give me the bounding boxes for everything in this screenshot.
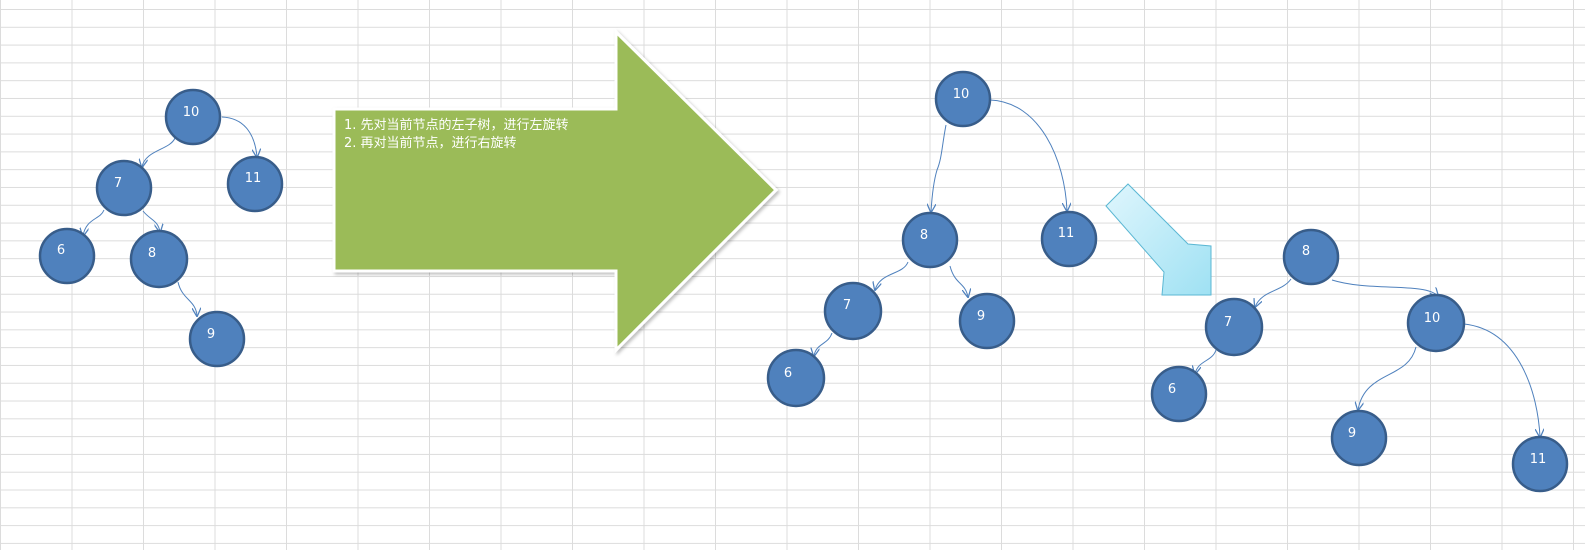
edge-8-9 xyxy=(177,281,197,316)
instruction-line-1: 1. 先对当前节点的左子树，进行左旋转 xyxy=(344,117,569,133)
edge-7-8 xyxy=(142,210,160,232)
tree1-node: 6 xyxy=(38,227,96,285)
svg-text:9: 9 xyxy=(1348,426,1356,441)
instruction-line-2: 2. 再对当前节点，进行右旋转 xyxy=(344,135,517,151)
big-green-arrow xyxy=(332,28,779,354)
svg-text:7: 7 xyxy=(114,176,122,191)
svg-text:11: 11 xyxy=(1530,452,1547,467)
edge-7-6 xyxy=(1195,349,1217,374)
svg-text:11: 11 xyxy=(1058,226,1075,241)
green-arrow-shape xyxy=(332,28,779,354)
edge-8-7 xyxy=(875,261,909,290)
tree3-node: 6 xyxy=(1150,365,1208,423)
edge-7-6 xyxy=(814,332,833,356)
svg-text:10: 10 xyxy=(183,105,200,120)
tree3-node: 10 xyxy=(1406,293,1466,353)
edge-7-6 xyxy=(83,209,105,236)
tree-after-left-rotation: 10 8 11 7 9 6 xyxy=(766,70,1098,408)
edge-10-9 xyxy=(1358,346,1417,410)
svg-text:11: 11 xyxy=(245,171,262,186)
edge-8-9 xyxy=(949,265,968,297)
tree2-node: 8 xyxy=(901,211,959,269)
tree-after-right-rotation: 8 7 10 6 9 11 xyxy=(1150,228,1569,493)
edge-8-7 xyxy=(1255,278,1292,307)
edge-10-11 xyxy=(989,99,1067,211)
cyan-arrow-shape xyxy=(1105,183,1212,296)
svg-text:8: 8 xyxy=(148,246,156,261)
edge-10-11 xyxy=(221,116,257,157)
tree2-node: 10 xyxy=(934,70,992,128)
tree3-node: 8 xyxy=(1282,228,1340,286)
tree1-node: 7 xyxy=(95,159,153,217)
svg-text:7: 7 xyxy=(1224,315,1232,330)
tree1-node: 8 xyxy=(129,229,189,289)
edge-10-7 xyxy=(142,137,176,167)
tree3-node: 11 xyxy=(1511,435,1569,493)
tree3-node: 7 xyxy=(1204,297,1264,357)
tree2-node: 6 xyxy=(766,348,826,408)
svg-text:8: 8 xyxy=(1302,244,1310,259)
tree2-node: 11 xyxy=(1040,210,1098,268)
svg-text:9: 9 xyxy=(977,309,985,324)
tree-original: 10 7 11 6 8 9 xyxy=(38,88,284,368)
tree2-node: 9 xyxy=(958,292,1016,350)
cyan-diagonal-arrow xyxy=(1105,183,1212,296)
tree3-node: 9 xyxy=(1330,409,1388,467)
tree2-node: 7 xyxy=(823,281,883,341)
tree1-node: 10 xyxy=(164,88,222,146)
svg-text:8: 8 xyxy=(920,228,928,243)
svg-text:10: 10 xyxy=(953,87,970,102)
tree1-node: 9 xyxy=(188,310,246,368)
svg-text:6: 6 xyxy=(57,243,65,258)
edge-8-10 xyxy=(1331,279,1438,296)
svg-text:9: 9 xyxy=(207,327,215,342)
edge-10-8 xyxy=(931,124,947,212)
edge-10-11 xyxy=(1463,323,1540,437)
svg-text:10: 10 xyxy=(1424,311,1441,326)
svg-text:7: 7 xyxy=(843,298,851,313)
tree1-node: 11 xyxy=(226,155,284,213)
svg-text:6: 6 xyxy=(784,366,792,381)
svg-text:6: 6 xyxy=(1168,382,1176,397)
